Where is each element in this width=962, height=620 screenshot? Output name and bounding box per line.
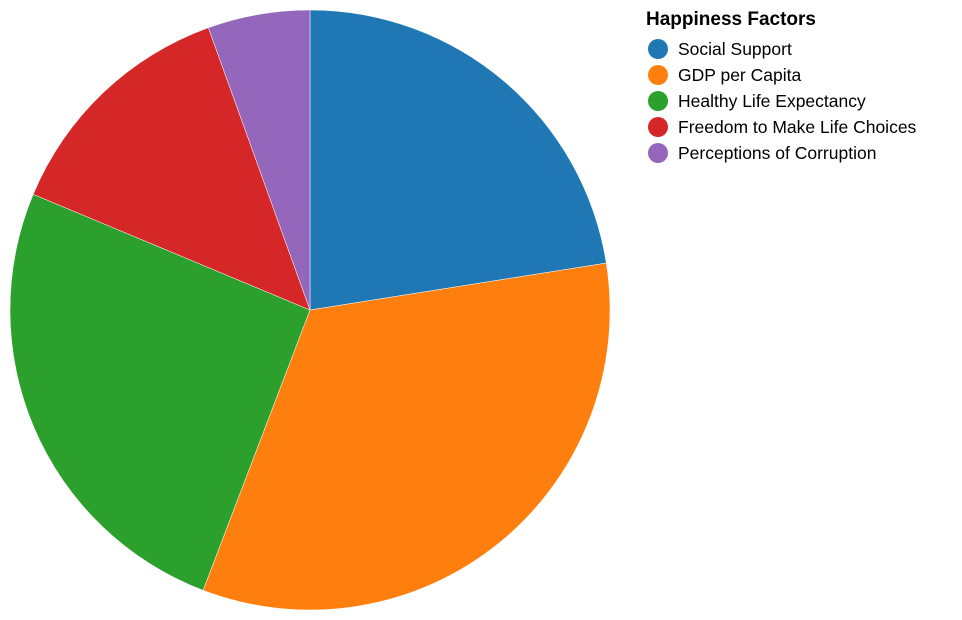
legend-label: GDP per Capita: [678, 64, 802, 85]
pie-slice-perceptions-of-corruption: [208, 9, 311, 311]
pie-slice-freedom-to-make-life-choices: [32, 27, 311, 311]
pie-slice-gdp-per-capita: [202, 262, 611, 611]
legend-title: Happiness Factors: [646, 9, 816, 30]
legend-label: Healthy Life Expectancy: [678, 90, 866, 111]
legend-swatch-icon: [648, 143, 668, 163]
legend-swatch-icon: [648, 65, 668, 85]
legend-swatch-icon: [648, 91, 668, 111]
legend-item-freedom-to-make-life-choices: Freedom to Make Life Choices: [646, 114, 916, 140]
legend-label: Perceptions of Corruption: [678, 142, 877, 163]
legend-item-perceptions-of-corruption: Perceptions of Corruption: [646, 140, 916, 166]
legend-item-gdp-per-capita: GDP per Capita: [646, 62, 916, 88]
pie-slice-social-support: [309, 9, 607, 311]
legend-label: Freedom to Make Life Choices: [678, 116, 917, 137]
legend-item-social-support: Social Support: [646, 36, 916, 62]
legend-swatch-icon: [648, 39, 668, 59]
pie-slice-healthy-life-expectancy: [9, 193, 311, 591]
legend-items: Social Support GDP per Capita Healthy Life…: [646, 36, 916, 166]
legend: Happiness Factors Social Support GDP per …: [646, 8, 916, 166]
legend-swatch-icon: [648, 117, 668, 137]
legend-label: Social Support: [678, 38, 792, 59]
legend-item-healthy-life-expectancy: Healthy Life Expectancy: [646, 88, 916, 114]
